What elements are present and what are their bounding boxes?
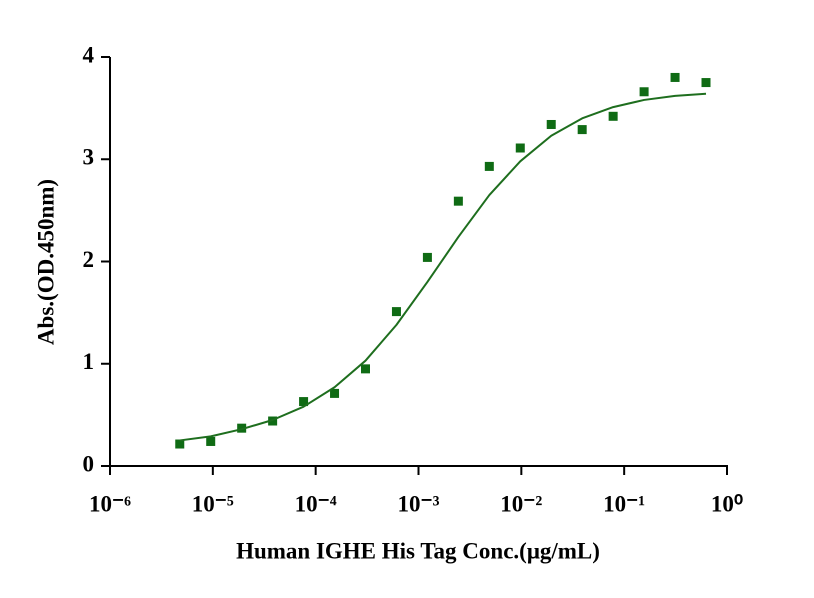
y-tick-label: 4 — [83, 42, 95, 67]
data-point — [299, 397, 309, 407]
y-axis-title: Abs.(OD.450nm) — [33, 179, 58, 345]
data-point — [515, 143, 525, 153]
data-point — [391, 307, 401, 317]
data-point — [546, 119, 556, 129]
x-tick-label: 10⁻³ — [397, 491, 439, 516]
data-point — [360, 364, 370, 374]
x-tick-label: 10⁰ — [711, 491, 743, 516]
y-tick-label: 3 — [83, 145, 95, 170]
data-point — [206, 436, 216, 446]
y-tick-label: 2 — [83, 247, 95, 272]
x-tick-label: 10⁻² — [500, 491, 542, 516]
y-tick-label: 0 — [83, 451, 95, 476]
x-tick-label: 10⁻⁶ — [89, 491, 131, 516]
x-tick-label: 10⁻¹ — [603, 491, 645, 516]
x-axis-title: Human IGHE His Tag Conc.(μg/mL) — [236, 538, 600, 563]
data-point — [670, 72, 680, 82]
data-point — [484, 161, 494, 171]
data-point — [175, 439, 185, 449]
data-point — [577, 125, 587, 135]
data-point — [701, 78, 711, 88]
data-point — [330, 388, 340, 398]
y-tick-label: 1 — [83, 349, 95, 374]
data-point — [422, 252, 432, 262]
x-tick-label: 10⁻⁵ — [192, 491, 234, 516]
data-point — [453, 196, 463, 206]
data-point — [608, 111, 618, 121]
data-point — [639, 87, 649, 97]
x-tick-label: 10⁻⁴ — [295, 491, 337, 516]
fit-curve — [179, 92, 707, 442]
